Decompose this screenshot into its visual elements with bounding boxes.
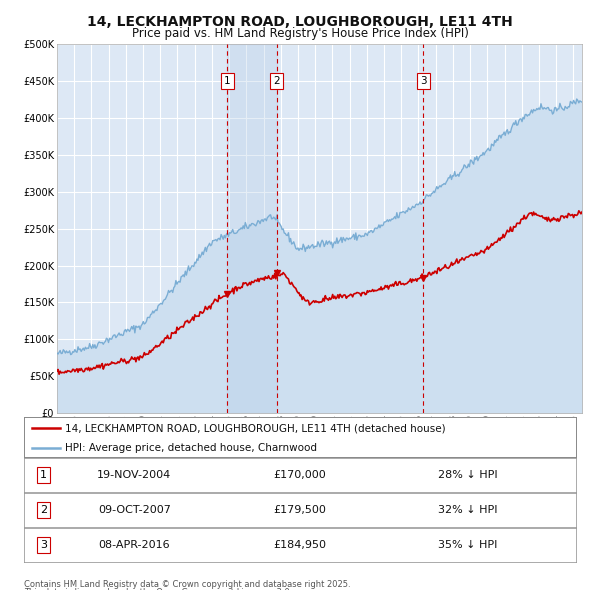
Bar: [227, 44, 277, 413]
Text: 14, LECKHAMPTON ROAD, LOUGHBOROUGH, LE11 4TH: 14, LECKHAMPTON ROAD, LOUGHBOROUGH, LE11…: [87, 15, 513, 29]
Text: HPI: Average price, detached house, Charnwood: HPI: Average price, detached house, Char…: [65, 444, 317, 454]
Text: Price paid vs. HM Land Registry's House Price Index (HPI): Price paid vs. HM Land Registry's House …: [131, 27, 469, 40]
Text: 1: 1: [224, 76, 230, 86]
Text: 2: 2: [40, 505, 47, 515]
Text: 28% ↓ HPI: 28% ↓ HPI: [438, 470, 497, 480]
Text: 32% ↓ HPI: 32% ↓ HPI: [438, 505, 497, 515]
Text: £170,000: £170,000: [274, 470, 326, 480]
Text: 09-OCT-2007: 09-OCT-2007: [98, 505, 171, 515]
Text: 1: 1: [40, 470, 47, 480]
Text: This data is licensed under the Open Government Licence v3.0.: This data is licensed under the Open Gov…: [24, 588, 292, 590]
Text: £184,950: £184,950: [274, 540, 326, 550]
Text: 19-NOV-2004: 19-NOV-2004: [97, 470, 172, 480]
Text: 3: 3: [40, 540, 47, 550]
Text: 3: 3: [420, 76, 427, 86]
Text: Contains HM Land Registry data © Crown copyright and database right 2025.: Contains HM Land Registry data © Crown c…: [24, 580, 350, 589]
Text: 2: 2: [274, 76, 280, 86]
Text: 08-APR-2016: 08-APR-2016: [98, 540, 170, 550]
Text: 14, LECKHAMPTON ROAD, LOUGHBOROUGH, LE11 4TH (detached house): 14, LECKHAMPTON ROAD, LOUGHBOROUGH, LE11…: [65, 424, 446, 434]
Text: £179,500: £179,500: [274, 505, 326, 515]
Text: 35% ↓ HPI: 35% ↓ HPI: [438, 540, 497, 550]
